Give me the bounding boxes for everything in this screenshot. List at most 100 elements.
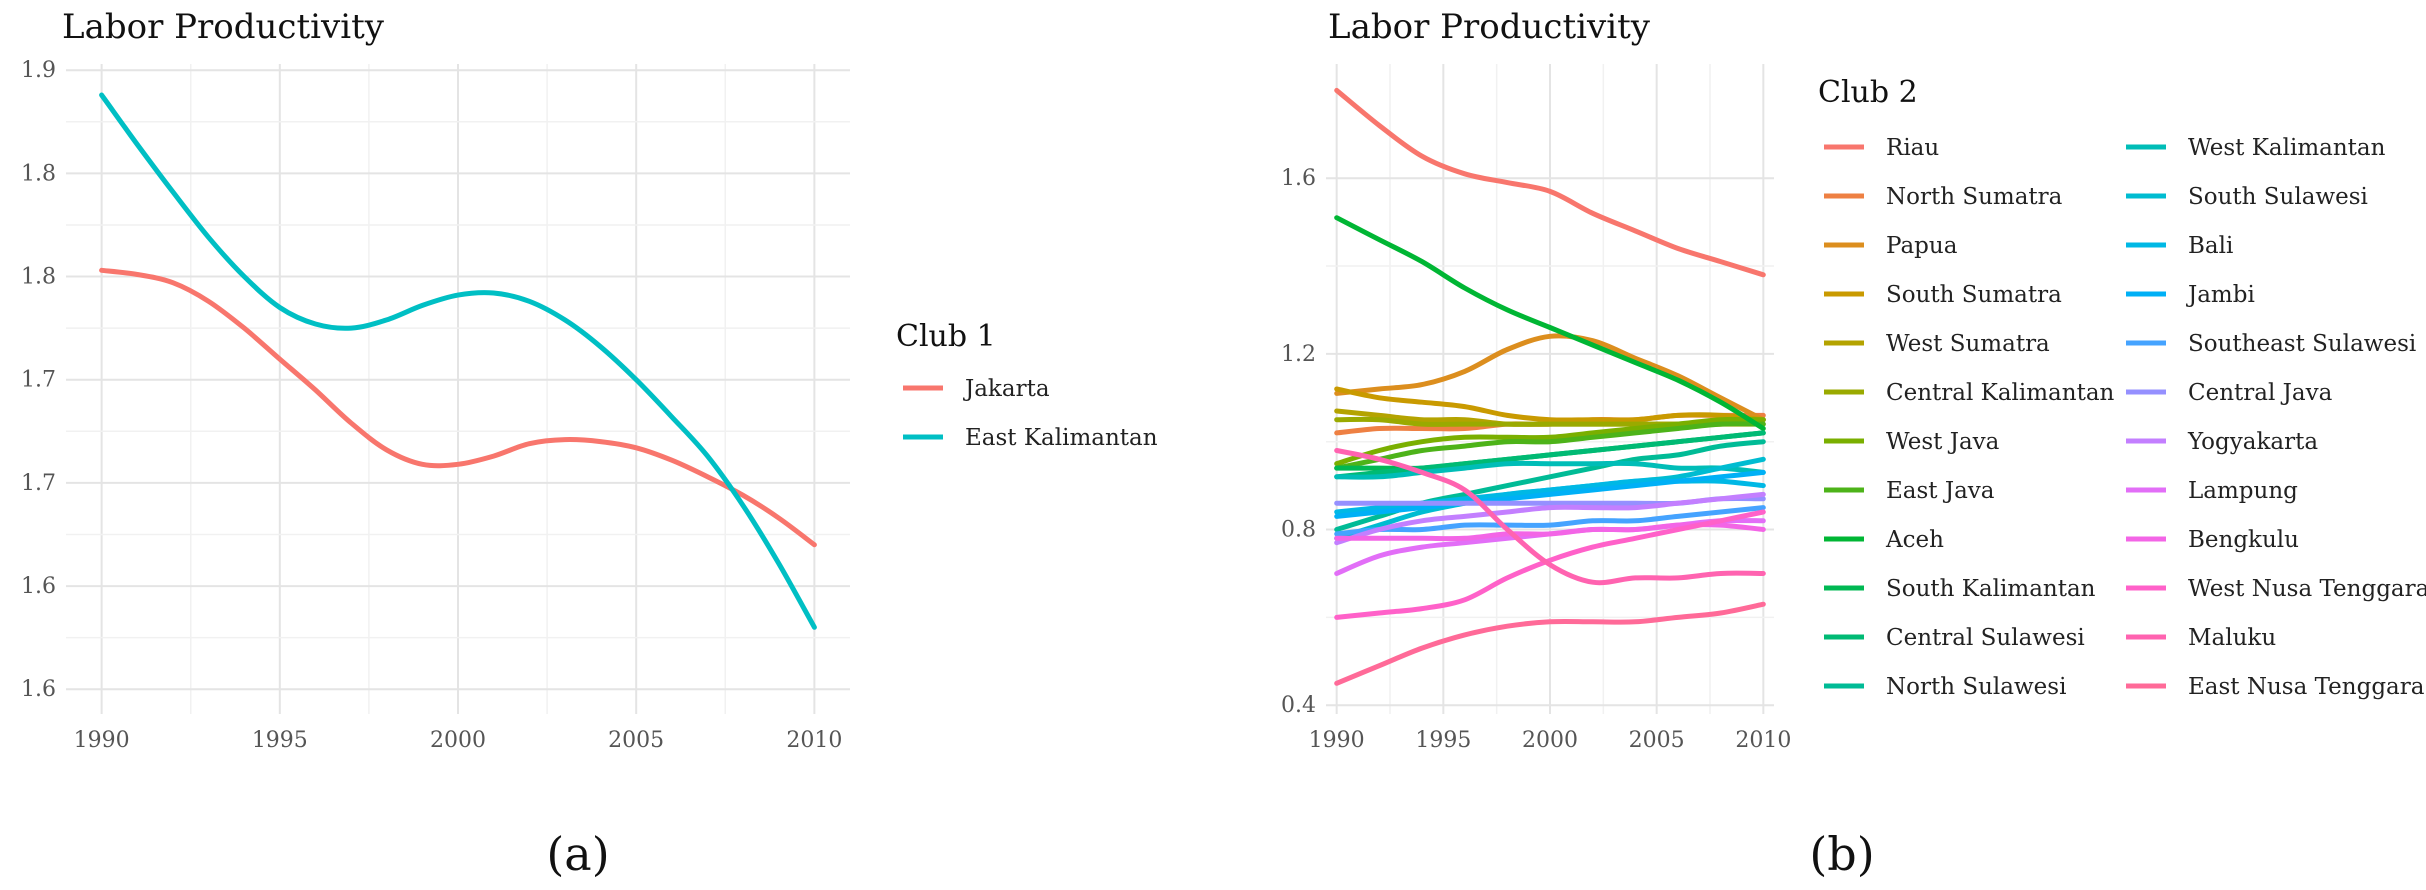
series-line [1334,491,1766,546]
series-line [1334,386,1766,423]
legend-item: Jakarta [903,376,1050,402]
x-tick-label: 1995 [1415,728,1471,753]
legend-label: Central Java [2188,380,2333,406]
series-line [1334,333,1766,423]
legend-item: North Sulawesi [1824,674,2066,700]
x-axis: 1990 1995 2000 2005 2010 [74,728,843,753]
legend-label: South Kalimantan [1886,576,2096,602]
y-tick-label: 0.4 [1281,693,1316,718]
legend-item: South Kalimantan [1824,576,2096,602]
y-tick-label: 1.6 [21,677,56,702]
legend-label: West Java [1886,429,2000,455]
series-line [1334,460,1766,480]
chart-title: Labor Productivity [62,7,385,47]
x-tick-label: 1990 [1309,728,1365,753]
legend-label: East Kalimantan [965,425,1158,451]
legend-item: Jambi [2126,282,2255,308]
legend-label: Lampung [2188,478,2298,504]
panel-a-chart: Labor Productivity 1.6 1.6 1.7 1.7 1.8 1.8 1.9… [21,7,1158,881]
legend-label: Bengkulu [2188,527,2299,553]
series-line [99,267,817,548]
x-tick-label: 2010 [786,728,842,753]
legend-item: Bengkulu [2126,527,2299,553]
legend-item: Bali [2126,233,2233,259]
legend-label: Maluku [2188,625,2276,651]
legend-label: Papua [1886,233,1958,259]
legend-item: West Java [1824,429,2000,455]
legend-item: Central Sulawesi [1824,625,2085,651]
y-tick-label: 1.9 [21,58,56,83]
legend-label: East Nusa Tenggara [2188,674,2425,700]
legend-title: Club 1 [896,319,996,354]
legend-item: Aceh [1824,527,1944,553]
series-line [1334,87,1766,278]
legend-label: Southeast Sulawesi [2188,331,2416,357]
legend-item: Riau [1824,135,1939,161]
grid [66,64,850,714]
legend-label: Central Sulawesi [1886,625,2085,651]
legend-item: East Java [1824,478,1995,504]
series-line [1334,505,1766,537]
legend-label: South Sumatra [1886,282,2062,308]
x-tick-label: 2000 [430,728,486,753]
series-line [1334,469,1766,519]
legend-item: Papua [1824,233,1958,259]
legend-item: Maluku [2126,625,2276,651]
y-tick-label: 1.8 [21,161,56,186]
x-tick-label: 2010 [1735,728,1791,753]
legend-item: West Sumatra [1824,331,2050,357]
y-tick-label: 1.2 [1281,342,1316,367]
legend-label: Central Kalimantan [1886,380,2115,406]
legend-label: Jambi [2186,282,2255,308]
x-tick-label: 2005 [608,728,664,753]
series-lines [99,92,817,630]
y-axis: 1.6 1.6 1.7 1.7 1.8 1.8 1.9 [21,58,56,702]
legend-label: Jakarta [963,376,1050,402]
y-tick-label: 1.6 [21,574,56,599]
legend-label: Bali [2188,233,2233,259]
x-tick-label: 1995 [252,728,308,753]
legend-label: West Kalimantan [2188,135,2386,161]
legend: Jakarta East Kalimantan [903,376,1158,451]
legend-item: East Kalimantan [903,425,1158,451]
y-tick-label: 1.6 [1281,166,1316,191]
series-line [99,92,817,630]
legend-label: Aceh [1885,527,1944,553]
legend-item: East Nusa Tenggara [2126,674,2425,700]
legend-item: Yogyakarta [2126,429,2318,455]
legend-label: West Sumatra [1886,331,2050,357]
y-tick-label: 1.7 [21,368,56,393]
panel-b-chart: Labor Productivity 0.4 0.8 1.2 1.6 1990 1995… [1281,7,2426,881]
legend-label: South Sulawesi [2188,184,2368,210]
y-tick-label: 0.8 [1281,518,1316,543]
y-axis: 0.4 0.8 1.2 1.6 [1281,166,1316,718]
legend-item: West Nusa Tenggara [2126,576,2426,602]
legend-item: Central Java [2126,380,2333,406]
y-tick-label: 1.7 [21,471,56,496]
series-line [1334,416,1766,467]
legend-item: Lampung [2126,478,2298,504]
series-line [1334,421,1766,471]
series-lines [1334,87,1766,686]
series-line [1334,601,1766,686]
panel-label: (b) [1809,827,1874,881]
legend-item: West Kalimantan [2126,135,2386,161]
series-line [1334,448,1766,586]
legend-label: Riau [1886,135,1939,161]
x-axis: 1990 1995 2000 2005 2010 [1309,728,1792,753]
legend-item: Southeast Sulawesi [2126,331,2416,357]
legend-item: North Sumatra [1824,184,2063,210]
legend: Riau North Sumatra Papua South Sumatra West … [1824,135,2426,700]
x-tick-label: 2005 [1629,728,1685,753]
legend-label: West Nusa Tenggara [2188,576,2426,602]
series-line [1334,509,1766,620]
legend-label: North Sumatra [1886,184,2063,210]
series-line [1334,215,1766,431]
legend-title: Club 2 [1818,75,1918,110]
legend-item: Central Kalimantan [1824,380,2115,406]
legend-item: South Sulawesi [2126,184,2368,210]
panel-label: (a) [546,827,609,881]
x-tick-label: 1990 [74,728,130,753]
x-tick-label: 2000 [1522,728,1578,753]
